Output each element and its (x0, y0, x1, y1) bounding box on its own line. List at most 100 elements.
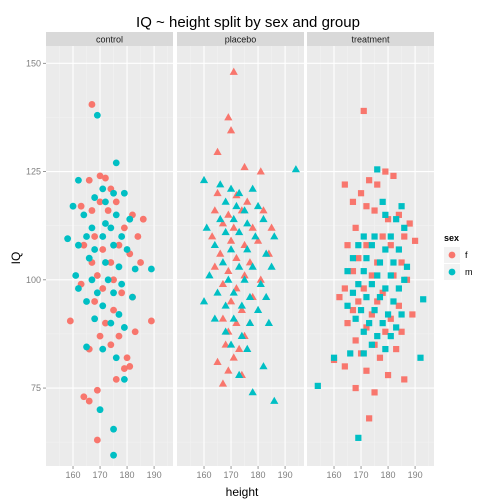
data-point-treatment-f (406, 220, 413, 227)
data-point-treatment-f (382, 328, 389, 335)
strip-label-control: control (96, 35, 123, 45)
data-point-treatment-m (379, 198, 386, 205)
y-tick-label: 125 (26, 167, 41, 177)
data-point-placebo-m (245, 318, 255, 326)
data-point-treatment-m (374, 333, 381, 340)
data-point-treatment-f (366, 415, 373, 422)
strip-control (46, 32, 173, 46)
x-tick-label: 180 (120, 470, 135, 480)
data-point-treatment-m (357, 307, 365, 314)
data-point-placebo-m (199, 297, 209, 305)
data-point-control-f (120, 365, 128, 372)
data-point-control-m (83, 233, 90, 240)
data-point-treatment-m (376, 259, 384, 266)
data-point-placebo-m (267, 262, 276, 270)
data-point-placebo-f (218, 314, 228, 322)
data-point-placebo-f (218, 379, 228, 387)
data-point-treatment-f (341, 285, 348, 292)
data-point-treatment-m (374, 272, 381, 279)
data-point-placebo-f (218, 279, 228, 288)
data-point-control-m (102, 259, 109, 266)
data-point-treatment-f (349, 198, 357, 205)
data-point-control-m (93, 289, 101, 297)
data-point-treatment-f (379, 233, 386, 240)
data-point-control-m (110, 241, 117, 249)
data-point-treatment-f (352, 337, 359, 344)
data-point-control-f (96, 198, 104, 206)
data-point-treatment-m (420, 296, 427, 303)
data-point-treatment-m (360, 233, 367, 240)
data-point-placebo-m (210, 314, 219, 322)
data-point-control-f (96, 172, 104, 180)
data-point-placebo-m (243, 219, 252, 227)
data-point-control-f (115, 332, 123, 340)
data-point-treatment-f (360, 107, 367, 115)
data-point-treatment-f (371, 207, 378, 214)
data-point-control-m (147, 265, 155, 273)
data-point-control-m (64, 235, 72, 243)
data-point-placebo-f (259, 206, 268, 214)
data-point-control-m (91, 246, 99, 253)
data-point-control-f (91, 298, 99, 305)
data-point-control-f (93, 272, 101, 279)
data-point-treatment-f (371, 389, 378, 396)
data-point-treatment-f (352, 224, 359, 231)
strip-treatment (307, 32, 434, 46)
data-point-placebo-f (226, 126, 236, 134)
data-point-control-f (134, 233, 142, 240)
data-point-treatment-m (387, 272, 394, 279)
y-tick-label: 150 (26, 58, 41, 68)
data-point-treatment-f (379, 289, 386, 296)
data-point-treatment-f (344, 242, 351, 249)
data-point-placebo-f (240, 271, 249, 279)
data-point-control-f (139, 215, 147, 223)
data-point-treatment-f (357, 190, 365, 197)
data-point-placebo-m (235, 262, 244, 270)
data-point-treatment-m (360, 328, 367, 335)
y-tick-label: 75 (31, 383, 41, 393)
data-point-treatment-m (401, 224, 408, 231)
data-point-placebo-m (235, 370, 244, 378)
data-point-treatment-m (387, 233, 394, 240)
data-point-treatment-f (395, 302, 402, 309)
data-point-control-m (72, 272, 80, 279)
data-point-treatment-m (344, 302, 351, 309)
data-point-control-m (102, 220, 109, 227)
data-point-control-m (110, 451, 117, 459)
data-point-control-m (110, 189, 117, 197)
data-point-treatment-f (384, 216, 392, 223)
data-point-control-f (91, 233, 99, 240)
data-point-placebo-f (237, 305, 246, 314)
x-tick-label: 190 (408, 470, 423, 480)
data-point-placebo-f (256, 167, 265, 175)
data-point-treatment-m (393, 216, 400, 223)
data-point-treatment-m (384, 311, 392, 318)
facet-control: control 160 170 180 190 (46, 32, 173, 480)
data-point-control-m (99, 302, 107, 310)
data-point-placebo-m (218, 258, 228, 266)
x-tick-label: 170 (354, 470, 369, 480)
data-point-placebo-m (248, 388, 257, 396)
data-point-treatment-m (355, 242, 362, 249)
data-point-treatment-f (344, 320, 351, 327)
data-point-control-m (99, 345, 107, 353)
data-point-control-m (120, 189, 128, 197)
data-point-placebo-m (226, 184, 236, 192)
data-point-control-m (102, 198, 109, 206)
data-point-treatment-f (374, 298, 381, 305)
data-point-treatment-m (387, 333, 394, 340)
data-point-treatment-m (371, 307, 378, 314)
data-point-placebo-m (235, 188, 244, 197)
data-point-control-f (77, 202, 85, 210)
data-point-treatment-f (366, 177, 373, 184)
data-point-placebo-m (243, 245, 252, 253)
x-tick-label: 190 (278, 470, 293, 480)
data-point-control-m (75, 176, 82, 184)
data-point-placebo-f (213, 188, 222, 197)
data-point-placebo-m (205, 271, 214, 279)
data-point-control-m (83, 298, 90, 305)
data-point-placebo-f (208, 232, 217, 240)
data-point-treatment-f (411, 237, 419, 244)
